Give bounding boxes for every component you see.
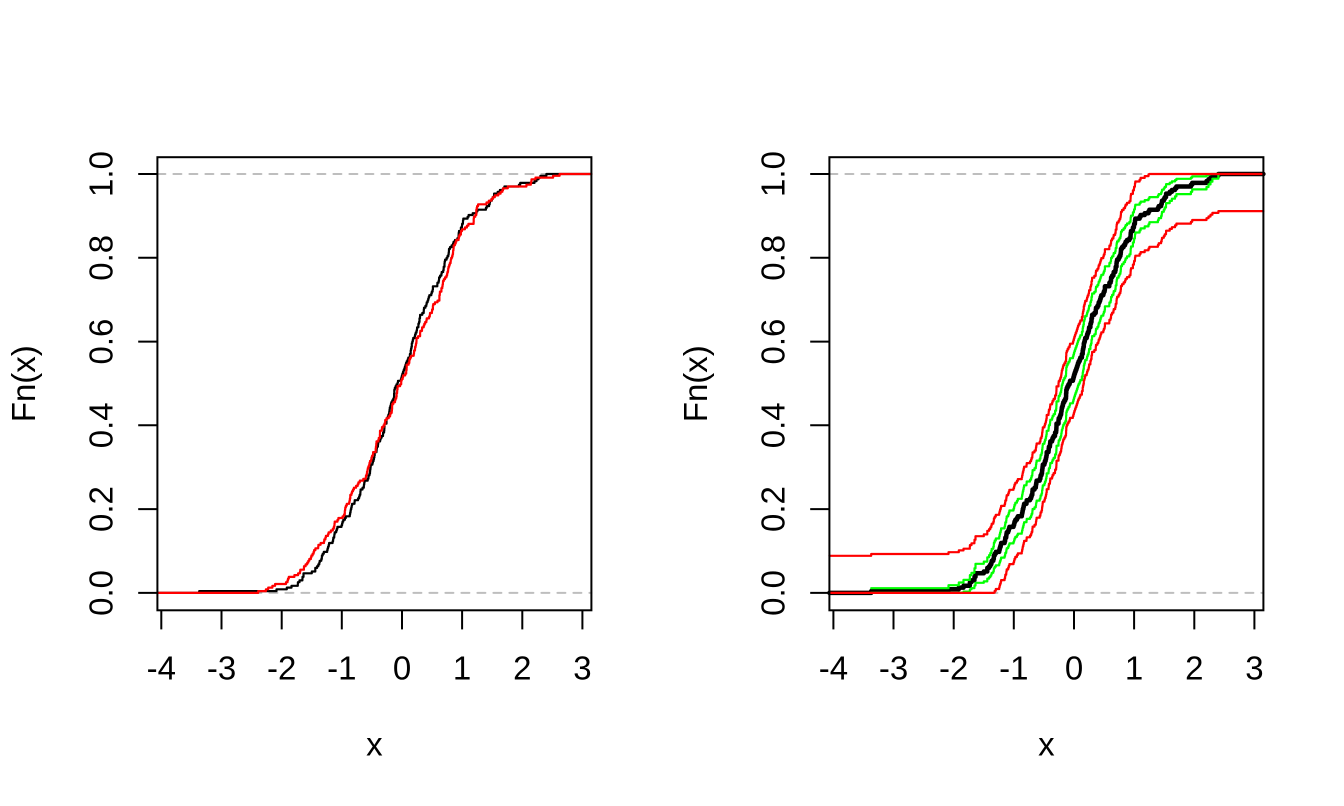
svg-text:0: 0 [1065,650,1083,687]
svg-text:0.0: 0.0 [754,570,791,616]
svg-text:-4: -4 [819,650,848,687]
svg-text:0.8: 0.8 [82,235,119,281]
svg-text:-1: -1 [327,650,356,687]
svg-text:-3: -3 [207,650,236,687]
svg-text:3: 3 [1245,650,1263,687]
svg-text:0.6: 0.6 [754,319,791,365]
svg-text:1: 1 [453,650,471,687]
svg-text:0.4: 0.4 [82,402,119,448]
svg-text:2: 2 [513,650,531,687]
svg-text:0: 0 [393,650,411,687]
svg-text:-4: -4 [147,650,176,687]
svg-text:0.2: 0.2 [754,486,791,532]
svg-text:x: x [366,726,383,763]
svg-text:0.2: 0.2 [82,486,119,532]
svg-text:Fn(x): Fn(x) [677,345,714,422]
svg-text:-2: -2 [939,650,968,687]
svg-text:1.0: 1.0 [82,151,119,197]
svg-text:3: 3 [573,650,591,687]
svg-text:0.6: 0.6 [82,319,119,365]
svg-text:1.0: 1.0 [754,151,791,197]
svg-text:Fn(x): Fn(x) [5,345,42,422]
svg-text:x: x [1038,726,1055,763]
svg-text:-2: -2 [267,650,296,687]
svg-text:1: 1 [1125,650,1143,687]
svg-text:0.4: 0.4 [754,402,791,448]
svg-text:0.0: 0.0 [82,570,119,616]
svg-text:-3: -3 [879,650,908,687]
svg-text:0.8: 0.8 [754,235,791,281]
svg-text:-1: -1 [999,650,1028,687]
svg-text:2: 2 [1185,650,1203,687]
